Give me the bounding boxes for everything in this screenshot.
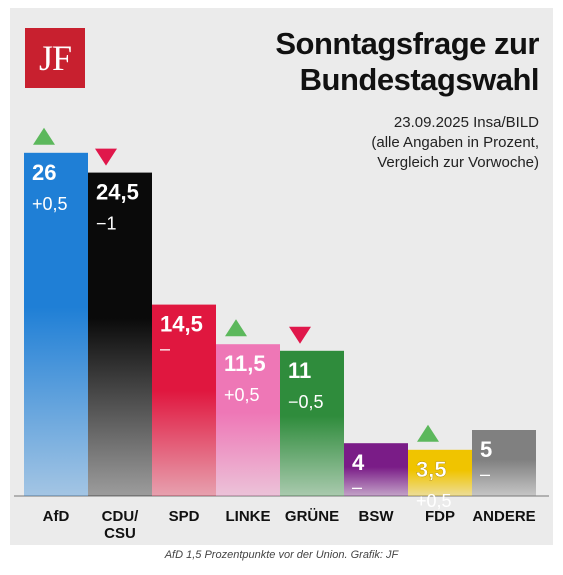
bar-spd <box>152 304 216 496</box>
bar-cdu-csu <box>88 172 152 496</box>
trend-up-icon <box>225 319 247 337</box>
trend-up-icon <box>417 424 439 442</box>
change-label: +0,5 <box>32 194 68 214</box>
value-label: 26 <box>32 160 56 185</box>
change-label: – <box>352 477 362 497</box>
bar-gr-ne <box>280 350 344 496</box>
category-label: ANDERE <box>472 508 535 525</box>
category-label: LINKE <box>226 508 271 525</box>
bar-andere <box>472 430 536 496</box>
category-label: SPD <box>169 508 200 525</box>
value-label: 11 <box>288 358 311 383</box>
bar-fdp <box>408 449 472 496</box>
change-label: – <box>480 464 490 484</box>
category-label: CSU <box>104 525 136 542</box>
category-label: GRÜNE <box>285 508 339 525</box>
subtitle-line-2: (alle Angaben in Prozent, <box>371 134 539 151</box>
value-label: 5 <box>480 437 492 462</box>
image-caption: AfD 1,5 Prozentpunkte vor der Union. Gra… <box>164 549 399 561</box>
trend-up-icon <box>33 127 55 145</box>
trend-down-icon <box>95 148 117 166</box>
bar-bsw <box>344 443 408 496</box>
trend-down-icon <box>289 326 311 344</box>
category-label: BSW <box>359 508 395 525</box>
change-label: −0,5 <box>288 392 324 412</box>
bar-chart: 26+0,5AfD24,5−1CDU/CSU14,5–SPD11,5+0,5LI… <box>14 127 549 542</box>
value-label: 14,5 <box>160 312 203 337</box>
subtitle-line-3: Vergleich zur Vorwoche) <box>377 154 539 171</box>
title-line-1: Sonntagsfrage zur <box>275 26 539 61</box>
change-label: +0,5 <box>416 491 452 511</box>
chart-subtitle: 23.09.2025 Insa/BILD (alle Angaben in Pr… <box>371 113 539 173</box>
value-label: 4 <box>352 450 365 475</box>
bar-linke <box>216 344 280 496</box>
category-label: FDP <box>425 508 455 525</box>
change-label: +0,5 <box>224 385 260 405</box>
subtitle-line-1: 23.09.2025 Insa/BILD <box>393 114 539 131</box>
change-label: −1 <box>96 214 117 234</box>
chart-title: Sonntagsfrage zur Bundestagswahl <box>275 26 539 98</box>
value-label: 11,5 <box>224 351 266 376</box>
change-label: – <box>160 339 170 359</box>
category-label: CDU/ <box>102 508 139 525</box>
title-line-2: Bundestagswahl <box>299 62 540 97</box>
bar-afd <box>24 152 88 497</box>
jf-logo: JF <box>25 28 85 88</box>
value-label: 3,5 <box>416 457 447 482</box>
category-label: AfD <box>43 508 70 525</box>
value-label: 24,5 <box>96 180 139 205</box>
